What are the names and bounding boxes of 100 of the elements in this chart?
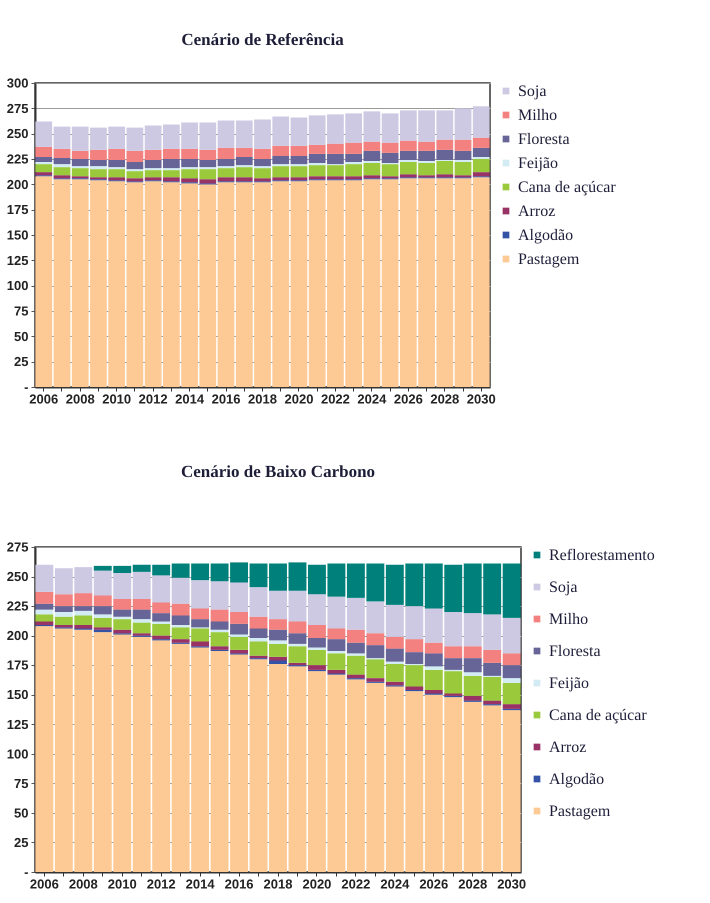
x-tick-label: 2018: [248, 392, 277, 406]
legend-label: Milho: [518, 107, 558, 124]
bar: [94, 606, 112, 614]
legend-label: Arroz: [549, 739, 586, 756]
x-tick-label: 2010: [108, 876, 137, 892]
x-tick-label: 2006: [30, 876, 59, 892]
legend-label: Floresta: [549, 643, 601, 660]
x-tick-label: 2016: [224, 876, 254, 892]
y-tick-label: 275: [6, 540, 28, 554]
x-tick-label: 2010: [102, 392, 132, 406]
y-tick-label: -: [24, 864, 28, 880]
x-tick-label: 2006: [29, 392, 58, 406]
y-tick-label: 100: [6, 278, 28, 294]
bar: [230, 634, 248, 637]
legend-label: Feijão: [518, 155, 558, 172]
y-tick-label: 175: [6, 202, 28, 218]
x-tick-label: 2022: [341, 876, 370, 892]
legend-label: Cana de açúcar: [518, 179, 616, 196]
bar: [444, 671, 462, 694]
y-tick-label: 200: [6, 628, 28, 644]
bar: [386, 682, 404, 686]
y-tick-label: 25: [14, 354, 28, 370]
y-tick-label: 225: [6, 152, 28, 166]
x-tick-label: 2030: [466, 392, 496, 406]
legend-label: Floresta: [518, 131, 570, 148]
x-tick-label: 2024: [380, 876, 410, 892]
bar: [94, 614, 112, 618]
x-tick-label: 2020: [284, 392, 314, 406]
bar: [444, 564, 462, 612]
bar: [444, 697, 462, 872]
x-tick-label: 2026: [394, 392, 423, 406]
legend-label: Reflorestamento: [549, 547, 655, 564]
y-tick-label: 225: [6, 598, 28, 614]
bar: [308, 665, 326, 670]
bar: [94, 630, 112, 632]
x-tick-label: 2018: [264, 876, 292, 892]
y-tick-label: 100: [6, 746, 28, 762]
bar: [94, 595, 112, 606]
x-tick-label: 2016: [212, 392, 241, 406]
y-tick-label: 50: [14, 328, 28, 344]
x-tick-label: 2008: [66, 392, 95, 406]
y-tick-label: 300: [6, 76, 28, 90]
bar: [94, 618, 112, 628]
x-tick-label: 2028: [430, 392, 460, 406]
bar: [113, 616, 132, 620]
legend-label: Pastagem: [549, 803, 611, 820]
legend-label: Cana de açúcar: [549, 707, 648, 724]
bar: [366, 678, 384, 682]
bar: [210, 630, 229, 632]
legend-label: Feijão: [549, 675, 589, 692]
bar: [464, 672, 482, 676]
chart-title: Cenário de Baixo Carbono: [180, 462, 376, 481]
bar: [405, 686, 424, 690]
bar: [483, 700, 502, 704]
x-tick-label: 2014: [186, 876, 216, 892]
x-tick-label: 2008: [68, 876, 98, 892]
legend-label: Soja: [518, 83, 546, 100]
legend-label: Pastagem: [518, 251, 580, 268]
bar: [35, 172, 52, 176]
bar: [35, 621, 54, 625]
bar: [113, 630, 132, 634]
legend-label: Algodão: [549, 771, 604, 788]
legend-label: Arroz: [518, 203, 556, 220]
bar: [94, 570, 112, 596]
bar: [210, 646, 229, 650]
y-tick-label: 75: [14, 776, 28, 791]
bar: [269, 660, 287, 664]
bar: [346, 674, 365, 678]
legend-label: Milho: [549, 611, 588, 628]
x-tick-label: 2024: [357, 392, 388, 406]
y-tick-label: 125: [6, 252, 28, 268]
bar: [94, 632, 112, 872]
chart-title: Cenário de Referência: [181, 30, 344, 49]
y-tick-label: 75: [14, 304, 28, 318]
x-tick-label: 2012: [146, 876, 176, 892]
y-tick-label: 125: [6, 716, 28, 732]
x-tick-label: 2028: [458, 876, 488, 892]
bar: [464, 696, 482, 701]
bar: [288, 644, 306, 646]
bar: [308, 647, 326, 650]
x-tick-label: 2012: [138, 392, 168, 406]
legend-label: Algodão: [518, 227, 574, 244]
y-tick-label: -: [24, 380, 28, 394]
bar: [152, 636, 170, 640]
x-tick-label: 2020: [302, 876, 332, 892]
y-tick-label: 200: [6, 176, 28, 192]
y-tick-label: 250: [6, 569, 28, 584]
bar: [444, 646, 462, 658]
x-tick-label: 2026: [419, 876, 448, 892]
y-tick-label: 25: [14, 834, 28, 850]
x-tick-label: 2014: [175, 392, 205, 406]
legend-label: Soja: [549, 579, 578, 596]
bar: [230, 650, 248, 654]
y-tick-label: 150: [6, 228, 28, 242]
y-tick-label: 250: [6, 126, 28, 142]
bar: [502, 704, 521, 709]
bar: [444, 612, 462, 646]
y-tick-label: 150: [6, 687, 28, 702]
bar: [424, 690, 443, 694]
bar: [502, 678, 521, 683]
